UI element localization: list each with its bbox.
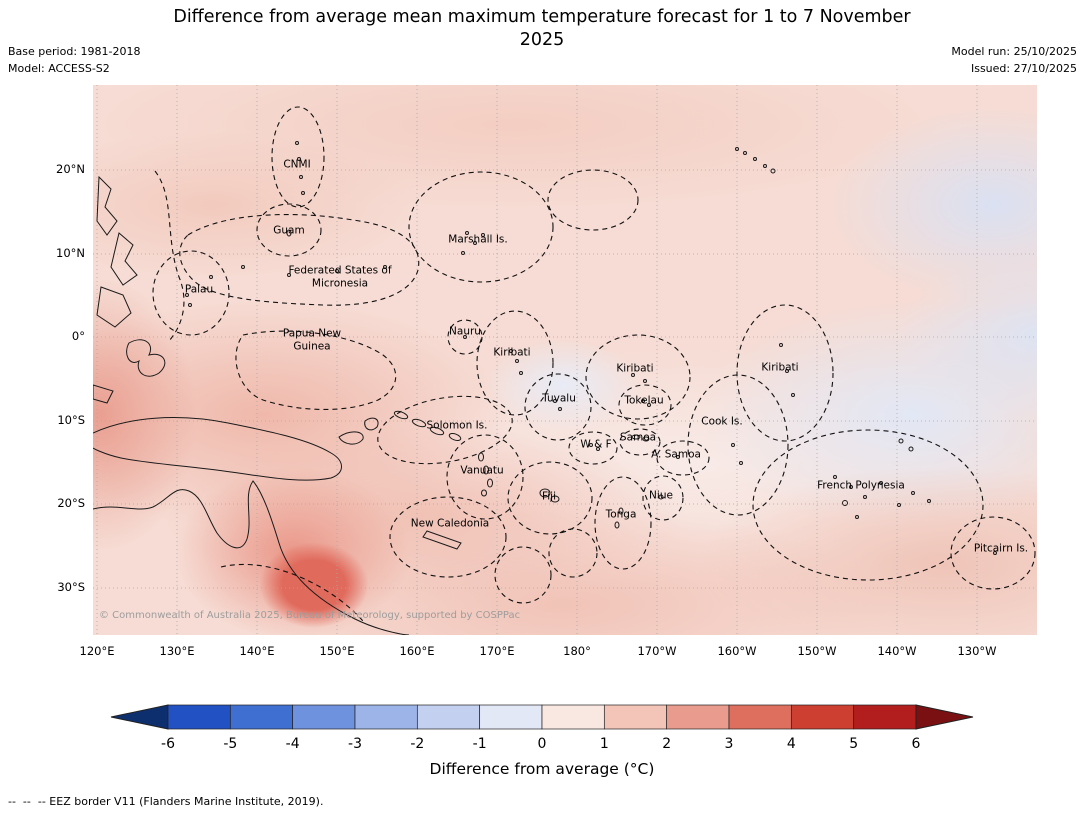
colorbar-segment (479, 704, 543, 730)
map-label-kiribati-central: Kiribati (616, 362, 654, 375)
map-label-pitcairn-is: Pitcairn Is. (973, 542, 1029, 555)
colorbar-tick-label: 1 (599, 736, 609, 752)
colorbar-tick-label: 2 (662, 736, 672, 752)
colorbar-ticks: -6 -5 -4 -3 -2 -1 0 1 2 3 4 5 6 (110, 734, 974, 756)
map-label-cnmi: CNMI (283, 158, 311, 171)
colorbar-segment (728, 704, 792, 730)
colorbar-arrow-right (915, 704, 974, 730)
lon-tick-label: 170°W (637, 644, 677, 658)
lon-tick-label: 170°E (479, 644, 515, 658)
lat-tick-label: 30°S (57, 580, 85, 594)
meta-right: Model run: 25/10/2025 Issued: 27/10/2025 (951, 43, 1077, 77)
map-label-american-samoa: A. Samoa (651, 448, 701, 461)
lon-tick-label: 140°E (239, 644, 275, 658)
page-title: Difference from average mean maximum tem… (173, 7, 911, 51)
lon-tick-label: 130°E (159, 644, 195, 658)
map-label-fsm: Federated States of Micronesia (288, 264, 392, 289)
map-label-tokelau: Tokelau (624, 394, 664, 407)
map-overlay-svg (93, 85, 1037, 635)
colorbar-tick-label: -5 (223, 736, 238, 752)
colorbar-segment (790, 704, 855, 730)
map-label-samoa: Samoa (619, 431, 657, 444)
map-area: CNMI Guam Marshall Is. Federated States … (93, 85, 1037, 635)
map-label-french-polynesia: French Polynesia (817, 479, 905, 492)
graticule-grid (93, 85, 1037, 635)
meta-left: Base period: 1981-2018 Model: ACCESS-S2 (8, 43, 140, 77)
map-label-vanuatu: Vanuatu (460, 464, 504, 477)
map-label-new-caledonia: New Caledonia (410, 517, 490, 530)
colorbar-segment (416, 704, 481, 730)
map-label-cook-is: Cook Is. (701, 415, 743, 428)
eez-footnote: -- -- -- EEZ border V11 (Flanders Marine… (8, 795, 323, 808)
lon-tick-label: 160°W (717, 644, 757, 658)
lat-tick-label: 10°S (57, 413, 85, 427)
colorbar-segment (167, 704, 231, 730)
issued-date-text: Issued: 27/10/2025 (970, 62, 1077, 76)
colorbar-tick-label: 4 (786, 736, 796, 752)
colorbar: -6 -5 -4 -3 -2 -1 0 1 2 3 4 5 6 (110, 704, 974, 756)
lat-tick-label: 20°S (57, 496, 85, 510)
lon-tick-label: 130°W (957, 644, 997, 658)
lon-tick-label: 180° (563, 644, 591, 658)
lat-tick-label: 10°N (56, 246, 85, 260)
colorbar-tick-label: 3 (724, 736, 734, 752)
map-label-palau: Palau (184, 283, 214, 296)
map-label-png: Papua New Guinea (282, 327, 342, 352)
lon-tick-label: 140°W (877, 644, 917, 658)
base-period-text: Base period: 1981-2018 (8, 45, 141, 58)
colorbar-segment (853, 704, 917, 730)
model-run-text: Model run: 25/10/2025 (951, 45, 1077, 58)
map-label-guam: Guam (273, 224, 305, 237)
map-label-tonga: Tonga (605, 508, 637, 521)
colorbar-segment (541, 704, 605, 730)
map-label-niue: Niue (649, 489, 673, 502)
map-label-marshall-is: Marshall Is. (448, 233, 508, 246)
colorbar-segment (354, 704, 418, 730)
colorbar-segment (603, 704, 668, 730)
map-label-tuvalu: Tuvalu (542, 392, 576, 405)
eez-footnote-text: EEZ border V11 (Flanders Marine Institut… (45, 795, 324, 808)
map-label-wallis-futuna: W & F (580, 438, 612, 451)
map-label-solomon-is: Solomon Is. (426, 419, 488, 432)
map-label-nauru: Nauru (449, 325, 481, 338)
copyright-note: © Commonwealth of Australia 2025, Bureau… (99, 610, 521, 621)
colorbar-label: Difference from average (°C) (429, 760, 655, 778)
colorbar-tick-label: -2 (410, 736, 425, 752)
colorbar-tick-label: 5 (849, 736, 859, 752)
colorbar-segment (666, 704, 730, 730)
eez-dash-sample: -- -- -- (8, 795, 46, 808)
colorbar-tick-label: 6 (911, 736, 921, 752)
colorbar-tick-label: 0 (537, 736, 547, 752)
colorbar-tick-label: -6 (161, 736, 175, 752)
eez-borders (152, 106, 1036, 622)
colorbar-svg (110, 704, 974, 730)
colorbar-arrow-left (110, 704, 169, 730)
map-label-fiji: Fiji (541, 490, 557, 503)
colorbar-segment (229, 704, 294, 730)
colorbar-tick-label: -4 (285, 736, 300, 752)
lon-tick-label: 160°E (399, 644, 435, 658)
map-label-kiribati-east: Kiribati (761, 361, 799, 374)
lon-tick-label: 150°W (797, 644, 837, 658)
colorbar-segment (292, 704, 356, 730)
lon-tick-label: 120°E (79, 644, 115, 658)
map-label-kiribati-west: Kiribati (493, 346, 531, 359)
lat-tick-label: 0° (71, 329, 85, 343)
colorbar-tick-label: -1 (472, 736, 487, 752)
lat-tick-label: 20°N (56, 162, 85, 176)
model-name-text: Model: ACCESS-S2 (8, 62, 110, 76)
colorbar-tick-label: -3 (348, 736, 362, 752)
lon-tick-label: 150°E (319, 644, 355, 658)
coastlines (93, 141, 997, 635)
